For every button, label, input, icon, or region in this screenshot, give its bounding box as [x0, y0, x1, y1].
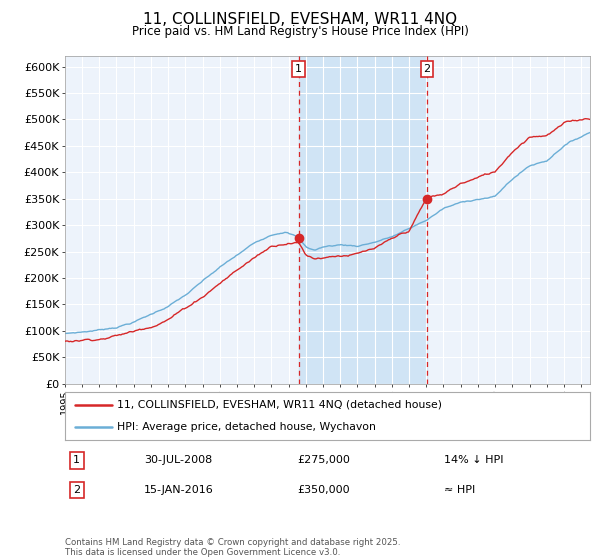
Text: 15-JAN-2016: 15-JAN-2016: [144, 485, 214, 495]
Text: 2: 2: [424, 64, 431, 74]
Text: 11, COLLINSFIELD, EVESHAM, WR11 4NQ: 11, COLLINSFIELD, EVESHAM, WR11 4NQ: [143, 12, 457, 27]
Text: Contains HM Land Registry data © Crown copyright and database right 2025.
This d: Contains HM Land Registry data © Crown c…: [65, 538, 400, 557]
Text: 1: 1: [73, 455, 80, 465]
Text: 2: 2: [73, 485, 80, 495]
Bar: [299, 56, 427, 384]
Text: 1: 1: [295, 64, 302, 74]
Text: Price paid vs. HM Land Registry's House Price Index (HPI): Price paid vs. HM Land Registry's House …: [131, 25, 469, 38]
Text: £350,000: £350,000: [298, 485, 350, 495]
Text: 30-JUL-2008: 30-JUL-2008: [144, 455, 212, 465]
Text: £275,000: £275,000: [298, 455, 350, 465]
Text: HPI: Average price, detached house, Wychavon: HPI: Average price, detached house, Wych…: [117, 422, 376, 432]
Text: ≈ HPI: ≈ HPI: [444, 485, 475, 495]
Text: 14% ↓ HPI: 14% ↓ HPI: [444, 455, 503, 465]
Text: 11, COLLINSFIELD, EVESHAM, WR11 4NQ (detached house): 11, COLLINSFIELD, EVESHAM, WR11 4NQ (det…: [117, 400, 442, 410]
